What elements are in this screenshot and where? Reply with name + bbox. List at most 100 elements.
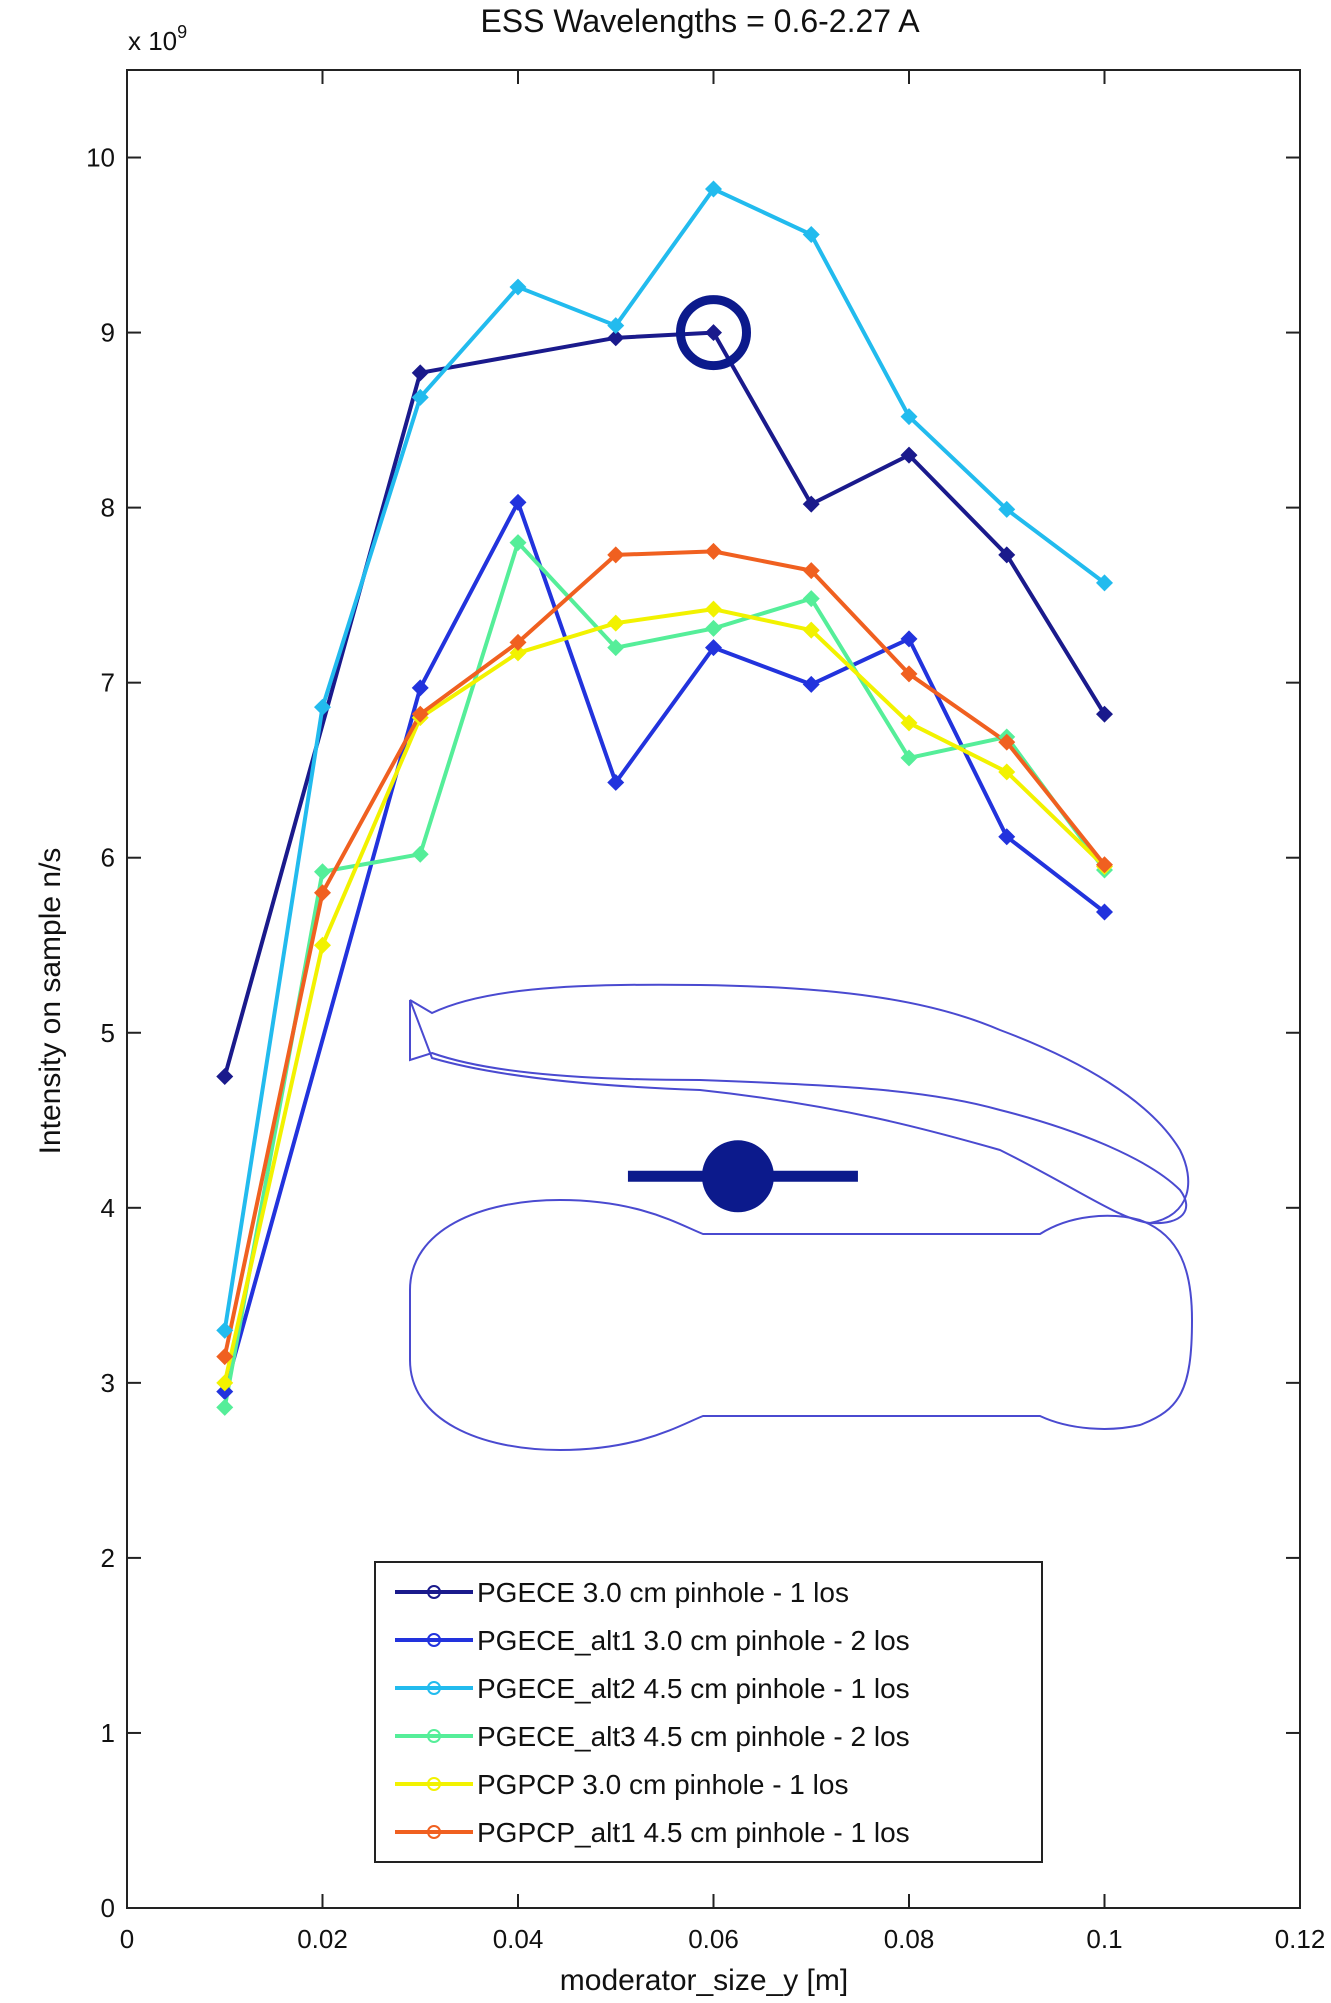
y-tick-label: 6: [101, 843, 115, 873]
data-point: [216, 1068, 234, 1086]
marker-dot: [701, 1140, 774, 1213]
data-point: [509, 633, 527, 651]
data-point: [411, 845, 429, 863]
data-point: [802, 621, 820, 639]
legend-entry: PGECE 3.0 cm pinhole - 1 los: [477, 1577, 849, 1608]
data-point: [998, 546, 1016, 564]
series-line: [222, 549, 1107, 1358]
y-axis-title: Intensity on sample n/s: [34, 848, 67, 1155]
legend-marker: [427, 1585, 441, 1599]
series-points: [216, 180, 1113, 1416]
data-point: [509, 493, 527, 511]
y-multiplier: x 109: [128, 22, 187, 56]
y-tick-label: 4: [101, 1193, 115, 1223]
y-tick-label: 1: [101, 1718, 115, 1748]
x-tick-label: 0.08: [884, 1924, 935, 1954]
legend-box: [374, 1561, 1043, 1863]
series-line: [222, 187, 1106, 1331]
data-point: [607, 317, 625, 335]
data-point: [998, 763, 1016, 781]
legend: PGECE 3.0 cm pinhole - 1 los PGECE_alt1 3…: [374, 1561, 1043, 1863]
data-point: [216, 1398, 234, 1416]
x-axis-title: moderator_size_y [m]: [560, 1964, 848, 1997]
data-point: [411, 679, 429, 697]
highlight-circle: [676, 295, 751, 371]
data-point: [802, 675, 820, 693]
data-point: [314, 884, 331, 902]
legend-marker: [427, 1633, 441, 1647]
y-tick-label: 8: [101, 493, 115, 523]
legend-entry: PGPCP 3.0 cm pinhole - 1 los: [477, 1769, 848, 1800]
y-tick-label: 9: [101, 318, 115, 348]
data-point: [411, 388, 429, 406]
moderator-top-outline: [409, 999, 1187, 1225]
x-axis: 0 0.02 0.04 0.06 0.08 0.1 0.12: [120, 70, 1326, 1954]
data-point: [998, 828, 1016, 846]
moderator-bottom-outline: [409, 1198, 1194, 1452]
data-point: [900, 714, 918, 732]
data-point: [509, 644, 527, 662]
y-axis: 0 1 2 3 4 5 6 7 8 9 10: [86, 143, 1300, 1923]
x-tick-label: 0.1: [1086, 1924, 1122, 1954]
data-point: [900, 446, 918, 464]
legend-marker: [427, 1825, 441, 1839]
data-point: [314, 936, 331, 954]
data-point: [705, 180, 722, 198]
data-point: [998, 733, 1016, 751]
x-tick-label: 0: [120, 1924, 134, 1954]
moderator-shape-illustration: [409, 983, 1194, 1452]
data-point: [607, 614, 625, 632]
legend-marker: [427, 1729, 441, 1743]
data-point: [802, 495, 820, 513]
x-tick-label: 0.02: [297, 1924, 348, 1954]
series-lines: [222, 187, 1107, 1408]
legend-entry: PGPCP_alt1 4.5 cm pinhole - 1 los: [477, 1817, 910, 1848]
y-tick-label: 3: [101, 1368, 115, 1398]
legend-marker: [427, 1681, 441, 1695]
data-point: [705, 542, 722, 560]
data-point: [705, 324, 722, 342]
series-line: [222, 540, 1107, 1408]
y-tick-label: 5: [101, 1018, 115, 1048]
data-point: [607, 639, 625, 657]
moderator-top-edge: [409, 983, 1190, 1224]
x-tick-label: 0.06: [688, 1924, 739, 1954]
data-point: [802, 226, 820, 244]
data-point: [900, 630, 918, 648]
data-point: [411, 705, 429, 723]
legend-marker: [427, 1777, 441, 1791]
data-point: [900, 408, 918, 426]
data-point: [1096, 856, 1113, 874]
series-line: [222, 500, 1106, 1393]
data-point: [314, 863, 331, 881]
data-point: [314, 698, 331, 716]
y-tick-label: 10: [86, 143, 115, 173]
data-point: [998, 500, 1016, 518]
data-point: [607, 546, 625, 564]
x-tick-label: 0.12: [1275, 1924, 1326, 1954]
data-point: [1096, 903, 1113, 921]
data-point: [607, 329, 625, 347]
data-point: [1096, 705, 1113, 723]
data-point: [705, 600, 722, 618]
data-point: [705, 619, 722, 637]
y-tick-label: 0: [101, 1893, 115, 1923]
series-line: [222, 607, 1106, 1384]
series-line: [222, 330, 1107, 1078]
data-point: [900, 665, 918, 683]
data-point: [509, 534, 527, 552]
y-tick-label: 7: [101, 668, 115, 698]
legend-entry: PGECE_alt3 4.5 cm pinhole - 2 los: [477, 1721, 910, 1752]
x-tick-label: 0.04: [493, 1924, 544, 1954]
data-point: [411, 364, 429, 382]
data-point: [802, 590, 820, 608]
data-point: [509, 278, 527, 296]
legend-entry: PGECE_alt2 4.5 cm pinhole - 1 los: [477, 1673, 910, 1704]
data-point: [607, 773, 625, 791]
data-point: [802, 562, 820, 580]
y-tick-label: 2: [101, 1543, 115, 1573]
legend-entry: PGECE_alt1 3.0 cm pinhole - 2 los: [477, 1625, 910, 1656]
pin-marker-icon: [627, 1140, 858, 1213]
data-point: [900, 749, 918, 767]
